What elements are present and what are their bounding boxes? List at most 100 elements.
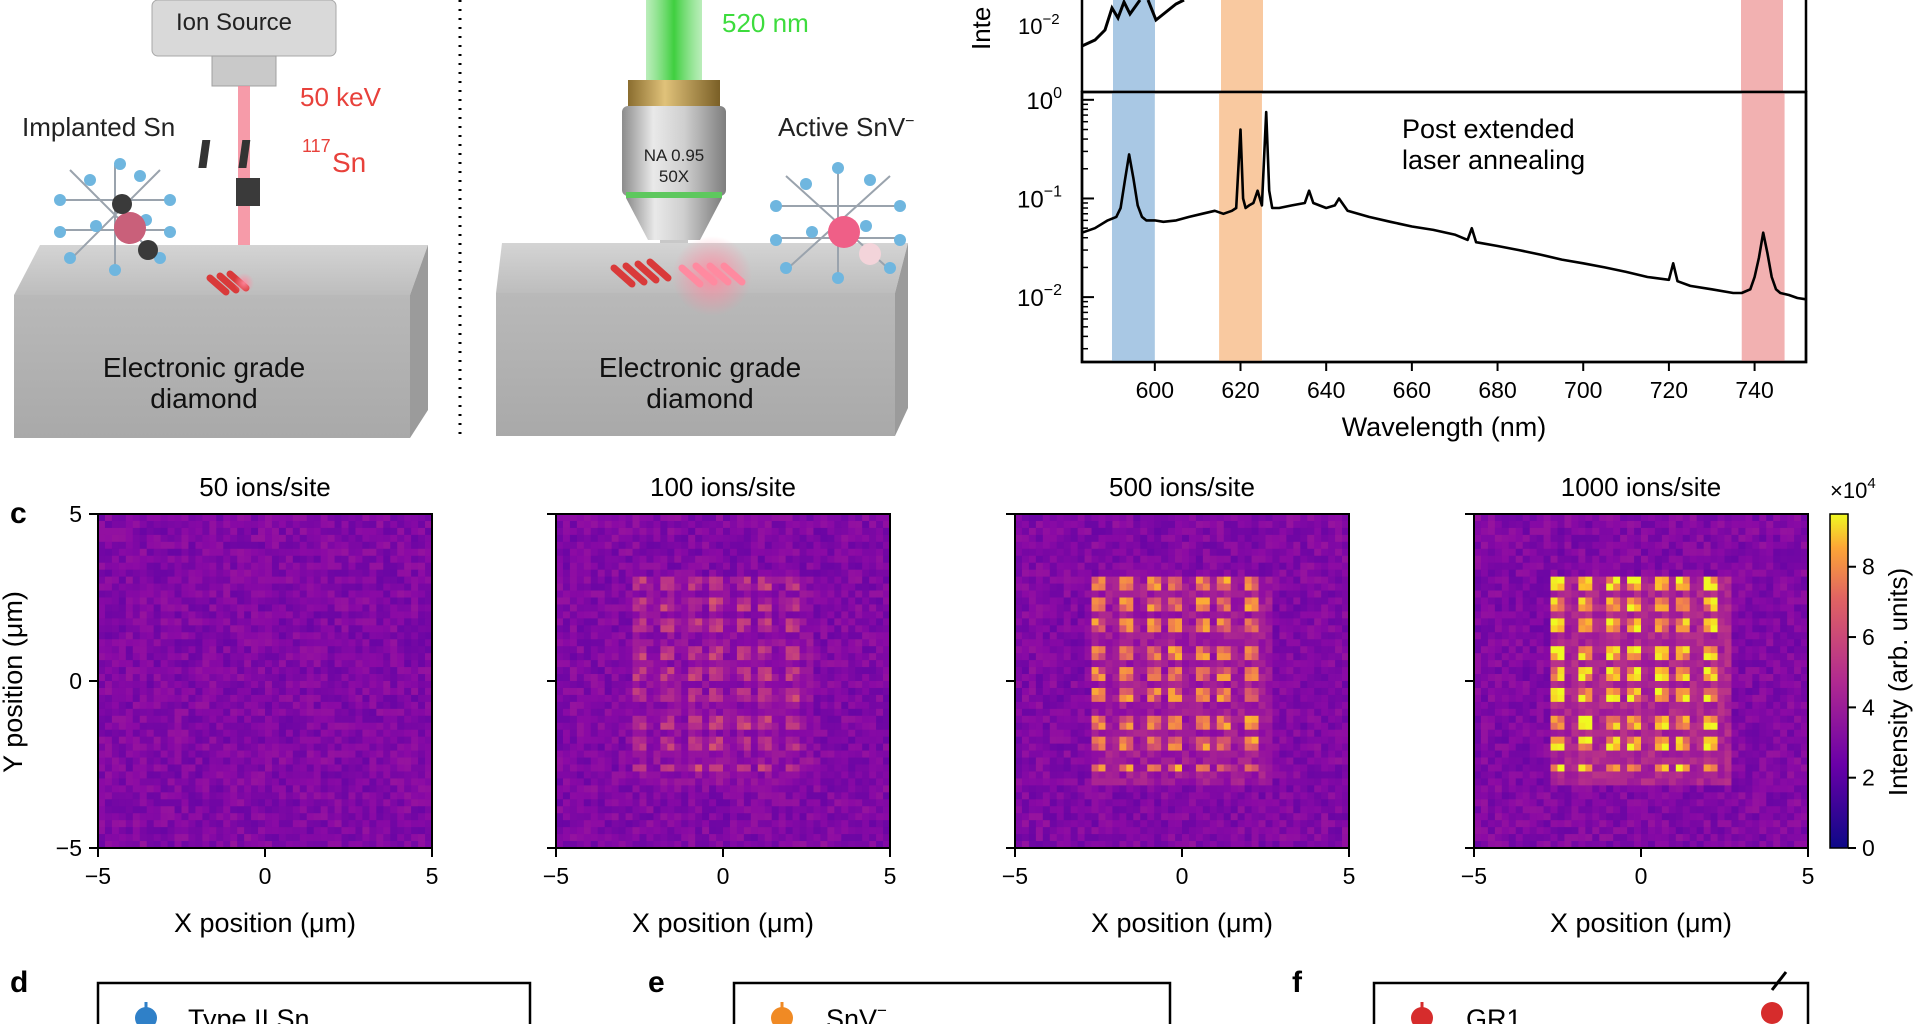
colorbar-tick-label: 6 [1862, 624, 1875, 650]
substrate-label-line1: Electronic grade [103, 352, 305, 383]
panel-e-letter: e [648, 966, 665, 999]
spectral-band-red [1741, 92, 1785, 362]
spectrum-annotation-line1: Post extended [1402, 114, 1575, 144]
spectrum-xlabel: Wavelength (nm) [1342, 412, 1547, 442]
vacancy-a2 [138, 240, 158, 260]
colorbar-tick-label: 4 [1862, 694, 1875, 720]
spectrum-top-panel: Inte 10−2 [966, 0, 1808, 92]
panel-e-frame [732, 981, 1172, 1024]
colorbar-multiplier: ×104 [1830, 475, 1876, 503]
implanted-ions [206, 270, 254, 296]
map-x-tick-label: 0 [717, 863, 730, 889]
spectrum-x-ticks: 600 620 640 660 680 700 720 740 [1136, 362, 1774, 403]
panel-f: f GR1 [1292, 966, 1810, 1024]
data-point-f [1761, 1002, 1783, 1024]
band-orange-top [1221, 0, 1263, 92]
panel-f-frame [1372, 981, 1810, 1024]
isotope-label: Sn [332, 147, 366, 178]
colorbar-tick-label: 8 [1862, 554, 1875, 580]
band-red-top [1741, 0, 1783, 92]
vacancy-a1 [112, 194, 132, 214]
map-x-tick-label: 5 [426, 863, 439, 889]
panel-a-schematic: Ion Source 50 keV 117 Sn Implanted Sn El… [14, 0, 428, 438]
x-tick-label: 720 [1650, 377, 1688, 403]
map-xlabel: X position (μm) [174, 908, 356, 938]
colorbar: 0 2 4 6 8 ×104 Intensity (arb. units) [1829, 475, 1913, 861]
spectrum-top-trace [1081, 0, 1185, 48]
panel-d-frame [96, 981, 532, 1024]
legend-e-sup: − [877, 1001, 887, 1020]
map-xlabel: X position (μm) [1091, 908, 1273, 938]
pl-map-2: 100 ions/site −5 0 5 X position (μm) [543, 472, 897, 938]
map-title: 100 ions/site [650, 472, 796, 502]
mass-filter [236, 178, 260, 206]
substrate-label-b-line2: diamond [646, 383, 753, 414]
beam-energy-label: 50 keV [300, 82, 382, 112]
map-title: 50 ions/site [199, 472, 331, 502]
colorbar-gradient [1829, 513, 1849, 849]
laser-beam [646, 0, 702, 80]
x-tick-label: 740 [1735, 377, 1773, 403]
aperture-left [198, 140, 211, 168]
map-image [98, 514, 433, 849]
x-tick-label: 620 [1221, 377, 1259, 403]
active-snv-label: Active SnV− [778, 112, 915, 142]
legend-e-label: SnV− [826, 1001, 887, 1024]
x-tick-label: 640 [1307, 377, 1345, 403]
map-x-tick-label: 5 [884, 863, 897, 889]
spectrum-trace [1081, 110, 1807, 301]
spectrum-annotation-line2: laser annealing [1402, 145, 1585, 175]
map-x-tick-label: −5 [85, 863, 111, 889]
map-x-tick-label: 0 [1635, 863, 1648, 889]
activated-ions [610, 236, 752, 316]
map-x-tick-label: −5 [1461, 863, 1487, 889]
panel-c-ylabel: Y position (μm) [0, 591, 28, 773]
map-xlabel: X position (μm) [1550, 908, 1732, 938]
map-x-tick-label: 5 [1343, 863, 1356, 889]
objective-na-label: NA 0.95 [644, 146, 705, 165]
panel-c-maps: c Y position (μm) 50 ions/site −5 0 5 X posi… [0, 472, 1913, 938]
map-title: 500 ions/site [1109, 472, 1255, 502]
colorbar-tick-label: 2 [1862, 765, 1875, 791]
map-x-tick-label: 5 [1802, 863, 1815, 889]
y-tick-label: 10−1 [1017, 183, 1062, 213]
legend-f-label: GR1 [1466, 1004, 1522, 1024]
map-image [556, 514, 891, 849]
panel-e: e SnV− [648, 966, 1172, 1024]
spectrum-frame-overlay [1080, 90, 1808, 364]
implanted-label: Implanted Sn [22, 112, 175, 142]
spectrum-bottom-chart: 100 10−1 10−2 600 620 640 660 680 700 720 740 Pos… [1017, 85, 1808, 442]
map-x-tick-label: −5 [1002, 863, 1028, 889]
diamond-slab-front-b [496, 293, 895, 436]
substrate-label-line2: diamond [150, 383, 257, 414]
x-tick-label: 700 [1564, 377, 1602, 403]
y-tick-label: 10−2 [1017, 282, 1062, 312]
panel-d-letter: d [10, 966, 28, 999]
errorbar-f [1770, 971, 1788, 991]
spectral-band-blue [1111, 92, 1155, 362]
pl-map-1: 50 ions/site −5 0 5 X position (μm) 5 0 −5 [56, 472, 439, 938]
sn-atom-a [114, 212, 146, 244]
spectral-bands [1111, 92, 1785, 362]
pl-map-4: 1000 ions/site −5 0 5 X position (μm) [1461, 472, 1815, 938]
split-vacancy-b [859, 243, 881, 265]
panel-f-letter: f [1292, 966, 1303, 999]
map-xlabel: X position (μm) [632, 908, 814, 938]
objective-mag-label: 50X [659, 167, 689, 186]
diamond-slab-side-b [895, 243, 908, 436]
lattice-atoms-a [54, 158, 176, 276]
map-x-tick-label: 0 [1176, 863, 1189, 889]
substrate-label-b-line1: Electronic grade [599, 352, 801, 383]
panel-d: d Type II Sn [10, 966, 532, 1024]
map-x-tick-label: −5 [543, 863, 569, 889]
map-y-tick-label: −5 [56, 835, 82, 861]
legend-d-label: Type II Sn [188, 1004, 310, 1024]
ion-source-nozzle [211, 55, 277, 87]
pl-map-3: 500 ions/site −5 0 5 X position (μm) [1002, 472, 1356, 938]
colorbar-ticks: 0 2 4 6 8 [1848, 554, 1875, 861]
panel-b-schematic: 520 nm NA 0.95 50X Active SnV− Electroni… [496, 0, 915, 436]
map-y-tick-label: 5 [69, 501, 82, 527]
map-image [1015, 514, 1350, 849]
